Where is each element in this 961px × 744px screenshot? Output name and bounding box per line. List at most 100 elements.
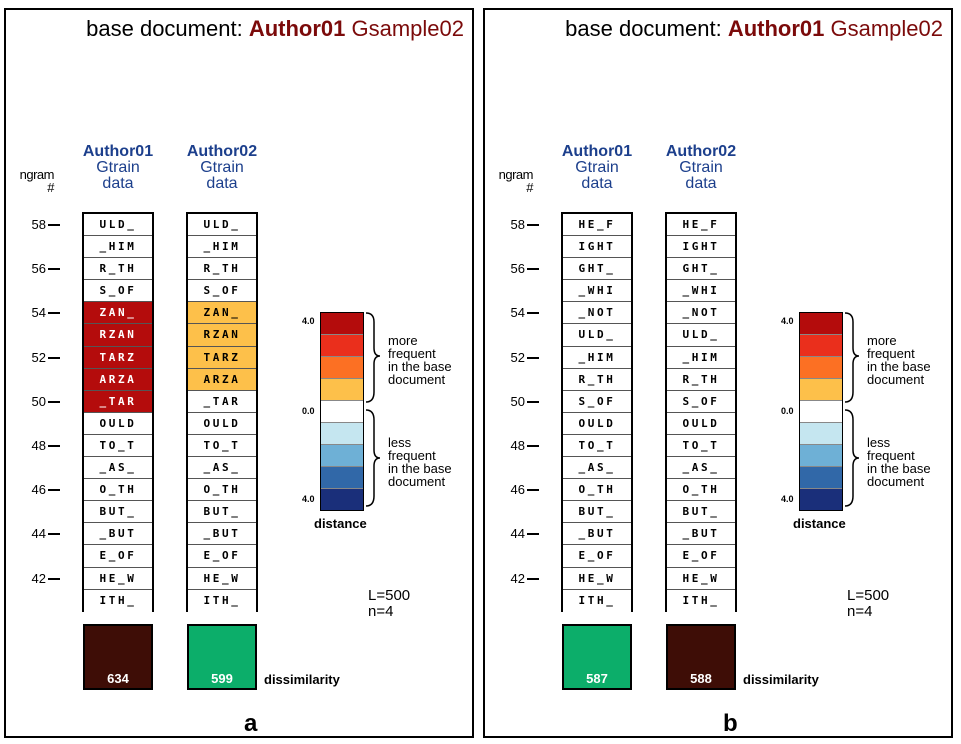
ngram-column: HE_F IGHT GHT_ _WHI _NOT ULD_ _HIM R_TH S_OF OULD… [665, 212, 737, 612]
dissimilarity-value: 588 [690, 671, 712, 686]
ngram-column: HE_F IGHT GHT_ _WHI _NOT ULD_ _HIM R_TH S_OF OULD… [561, 212, 633, 612]
ngram-cell: R_TH [84, 258, 152, 281]
ngram-cell: R_TH [667, 368, 735, 391]
ngram-cell: OULD [563, 412, 631, 435]
ngram-tick-mark [48, 489, 60, 492]
panel-letter: b [723, 710, 738, 737]
param-n: n=4 [847, 603, 873, 620]
ngram-cell: _NOT [563, 302, 631, 325]
dissimilarity-label: dissimilarity [264, 672, 340, 687]
ngram-cell: _NOT [667, 302, 735, 325]
title-sample: Gsample02 [345, 16, 464, 41]
ngram-tick-mark [48, 400, 60, 403]
ngram-tick-mark [527, 224, 539, 227]
brace-more [365, 312, 381, 403]
ngram-cell: S_OF [563, 390, 631, 413]
panel-letter: a [244, 710, 258, 737]
ngram-cell: R_TH [188, 258, 256, 281]
ngram-cell: _WHI [563, 280, 631, 303]
ngram-cell: HE_F [667, 214, 735, 237]
legend-swatch [321, 401, 363, 423]
column-header: Author01 Gtrain data [63, 144, 173, 192]
dissimilarity-box: 588 [666, 624, 736, 690]
column-subtitle: Gtrain [200, 159, 244, 176]
ngram-axis-label: ngram # [19, 167, 55, 195]
ngram-cell: _HIM [667, 346, 735, 369]
ngram-cell: E_OF [188, 545, 256, 568]
ngram-cell: _AS_ [84, 457, 152, 480]
ngram-cell: TARZ [84, 346, 152, 369]
legend-tick-top: 4.0 [302, 316, 315, 326]
ngram-cell: O_TH [188, 479, 256, 502]
column-subtitle-2: data [206, 175, 238, 192]
ngram-tick-mark [527, 356, 539, 359]
panel-b: base document: Author01 Gsample02 ngram #… [483, 8, 953, 738]
ngram-cell: S_OF [188, 280, 256, 303]
ngram-cell: BUT_ [188, 501, 256, 524]
ngram-cell: IGHT [563, 236, 631, 259]
param-L: L=500 [847, 587, 890, 604]
ngram-tick-mark [48, 268, 60, 271]
param-L: L=500 [368, 587, 411, 604]
title-author: Author01 [248, 16, 346, 41]
ngram-cell: _HIM [188, 236, 256, 259]
legend-tick-mid: 0.0 [781, 406, 794, 416]
legend-swatch [800, 313, 842, 335]
legend-tick-bottom: 4.0 [302, 494, 315, 504]
column-header: Author02 Gtrain data [646, 144, 756, 192]
legend-more-text: more frequent in the base document [388, 333, 452, 387]
parameters: L=500 n=4 [368, 588, 410, 620]
legend-swatch [321, 445, 363, 467]
ngram-cell: HE_F [563, 214, 631, 237]
ngram-cell: _AS_ [667, 457, 735, 480]
ngram-cell: _BUT [84, 523, 152, 546]
ngram-cell: RZAN [84, 324, 152, 347]
ngram-cell: OULD [84, 412, 152, 435]
ngram-tick-label: 54 [510, 305, 525, 321]
ngram-cell: R_TH [563, 368, 631, 391]
ngram-cell: GHT_ [667, 258, 735, 281]
legend-tick-bottom: 4.0 [781, 494, 794, 504]
legend-less-text: less frequent in the base document [867, 435, 931, 489]
dissimilarity-box: 634 [83, 624, 153, 690]
ngram-cell: O_TH [563, 479, 631, 502]
ngram-tick-label: 52 [31, 349, 46, 365]
ngram-cell: TO_T [188, 434, 256, 458]
ngram-tick-label: 42 [31, 570, 46, 586]
panel-title: base document: Author01 Gsample02 [565, 16, 943, 42]
ngram-tick-label: 46 [31, 482, 46, 498]
legend-swatch [800, 423, 842, 445]
column-author: Author02 [665, 143, 737, 160]
ngram-tick-mark [527, 445, 539, 448]
ngram-cell: E_OF [563, 545, 631, 568]
column-subtitle-2: data [581, 175, 613, 192]
ngram-cell: _AS_ [188, 457, 256, 480]
ngram-tick-label: 56 [510, 261, 525, 277]
column-subtitle-2: data [102, 175, 134, 192]
ngram-cell: HE_W [667, 567, 735, 590]
legend-swatch [321, 423, 363, 445]
ngram-cell: E_OF [667, 545, 735, 568]
ngram-tick-label: 58 [510, 217, 525, 233]
ngram-tick-label: 58 [31, 217, 46, 233]
ngram-axis-label: ngram # [498, 167, 534, 195]
ngram-tick-label: 48 [31, 438, 46, 454]
dissimilarity-value: 587 [586, 671, 608, 686]
title-prefix: base document: [86, 16, 249, 41]
ngram-tick-mark [48, 312, 60, 315]
ngram-cell: ZAN_ [188, 302, 256, 325]
legend-swatch [321, 357, 363, 379]
ngram-cell: O_TH [667, 479, 735, 502]
ngram-cell: HE_W [188, 567, 256, 590]
column-subtitle: Gtrain [575, 159, 619, 176]
ngram-tick-label: 46 [510, 482, 525, 498]
ngram-tick-mark [48, 577, 60, 580]
ngram-cell: HE_W [563, 567, 631, 590]
ngram-column: ULD_ _HIM R_TH S_OF ZAN_ RZAN TARZ ARZA _TAR OULD… [186, 212, 258, 612]
legend-swatch [800, 467, 842, 489]
ngram-tick-label: 56 [31, 261, 46, 277]
ngram-cell: _HIM [563, 346, 631, 369]
ngram-cell: ARZA [84, 368, 152, 391]
ngram-cell: IGHT [667, 236, 735, 259]
legend-swatch [800, 401, 842, 423]
